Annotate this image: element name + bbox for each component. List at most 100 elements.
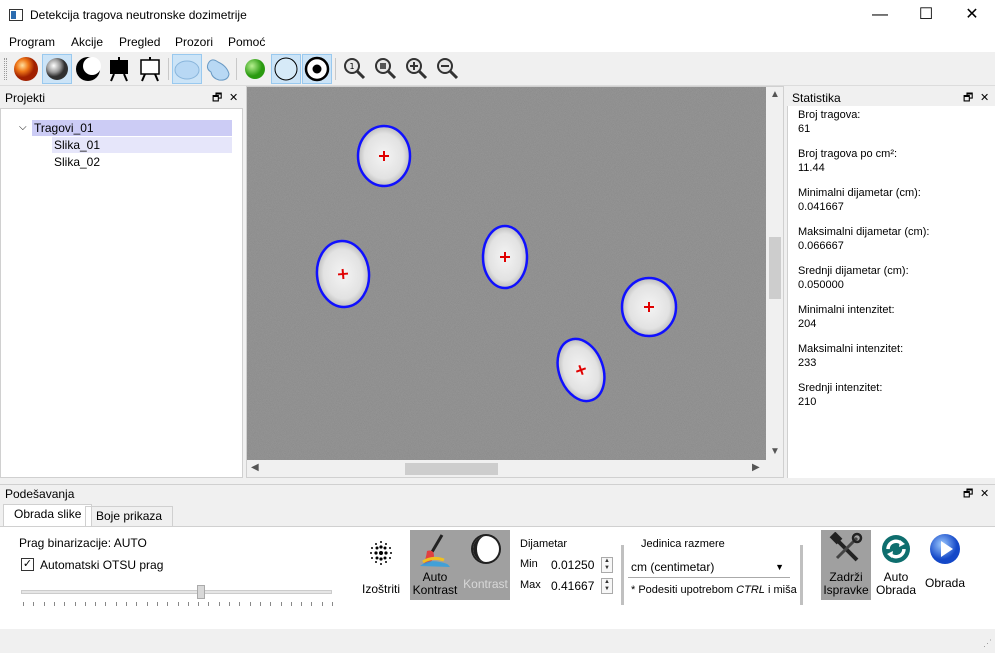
keep-edits-button[interactable]: Zadrži Ispravke: [821, 530, 871, 600]
tab-obrada-slike[interactable]: Obrada slike: [3, 504, 93, 526]
float-panel-icon[interactable]: 🗗: [212, 92, 223, 104]
stat-label: Maksimalni dijametar (cm):: [798, 226, 930, 238]
slider-tick: [43, 602, 45, 606]
window-title: Detekcija tragova neutronske dozimetrije: [30, 8, 247, 22]
moon-icon[interactable]: [73, 54, 103, 84]
vertical-scroll-thumb[interactable]: [769, 237, 781, 299]
contrast-label: Kontrast: [463, 577, 508, 591]
slider-tick: [229, 602, 230, 606]
slider-tick: [208, 602, 210, 606]
close-panel-icon[interactable]: ✕: [229, 92, 239, 104]
contrast-button[interactable]: Kontrast: [461, 530, 510, 600]
settings-panel: Podešavanja 🗗 ✕ Obrada slike Boje prikaz…: [0, 484, 995, 653]
spin-arrows-icon[interactable]: ▲ ▼: [601, 578, 613, 594]
toolbar: 1: [0, 52, 995, 86]
tree-item-tragovi-01[interactable]: Tragovi_01: [32, 120, 232, 136]
stat-value: 0.066667: [798, 240, 844, 252]
horizontal-scrollbar[interactable]: ◀ ▶: [247, 460, 766, 477]
process-label: Obrada: [924, 576, 966, 590]
toolbar-grip[interactable]: [4, 58, 7, 80]
blob-shape-icon[interactable]: [203, 54, 233, 84]
separator: [621, 545, 624, 605]
zoom-in-icon[interactable]: [401, 54, 431, 84]
track-mark[interactable]: [356, 124, 412, 188]
minimize-button[interactable]: —: [872, 6, 888, 23]
tree-item-slika-01[interactable]: Slika_01: [52, 137, 232, 153]
projects-panel-header: Projekti 🗗 ✕: [0, 89, 243, 107]
dropdown-arrow-icon[interactable]: ▼: [775, 562, 784, 572]
title-bar: Detekcija tragova neutronske dozimetrije…: [0, 0, 995, 32]
image-viewer: ▲ ▼ ◀ ▶: [246, 86, 784, 478]
target-icon[interactable]: [302, 54, 332, 84]
oval-shape-icon[interactable]: [172, 54, 202, 84]
scroll-right-icon[interactable]: ▶: [752, 462, 760, 473]
tree-item-slika-02[interactable]: Slika_02: [54, 155, 101, 169]
slider-tick: [53, 602, 55, 606]
zoom-out-icon[interactable]: [432, 54, 462, 84]
track-mark[interactable]: [314, 239, 372, 309]
close-panel-icon[interactable]: ✕: [980, 488, 990, 500]
unit-combobox[interactable]: cm (centimetar) ▼: [628, 556, 790, 578]
sharpen-button[interactable]: Izoštriti: [358, 533, 404, 596]
track-mark[interactable]: [620, 276, 678, 338]
slider-tick: [280, 602, 282, 606]
slider-tick: [115, 602, 117, 606]
unit-hint: * Podesiti upotrebom CTRL i miša: [631, 584, 797, 596]
projects-tree: ⌵ Tragovi_01 Slika_01 Slika_02: [0, 108, 243, 478]
process-button[interactable]: Obrada: [922, 530, 968, 600]
track-mark[interactable]: [481, 224, 529, 290]
horizontal-scroll-thumb[interactable]: [405, 463, 498, 475]
float-panel-icon[interactable]: 🗗: [963, 488, 974, 500]
diameter-min-spinbox[interactable]: 0.01250 ▲ ▼: [551, 556, 613, 574]
auto-process-label-1: Auto: [883, 570, 909, 584]
unit-value: cm (centimetar): [631, 560, 715, 574]
white-board-icon[interactable]: [135, 54, 165, 84]
diameter-title: Dijametar: [520, 538, 568, 550]
auto-contrast-button[interactable]: Auto Kontrast: [410, 530, 460, 600]
track-mark[interactable]: [549, 332, 612, 407]
zoom-actual-icon[interactable]: [370, 54, 400, 84]
float-panel-icon[interactable]: 🗗: [963, 92, 974, 104]
slider-tick: [218, 602, 220, 606]
otsu-checkbox[interactable]: ✓: [21, 558, 34, 571]
threshold-slider-handle[interactable]: [197, 585, 206, 599]
resize-grip-icon[interactable]: ⋰: [983, 638, 992, 648]
slider-tick: [64, 602, 66, 606]
chevron-down-icon[interactable]: ⌵: [19, 122, 27, 133]
tab-boje-prikaza[interactable]: Boje prikaza: [85, 506, 174, 526]
vertical-scrollbar[interactable]: ▲ ▼: [766, 87, 783, 460]
stat-label: Srednji intenzitet:: [798, 382, 883, 394]
dosimetry-image[interactable]: [247, 87, 766, 460]
gray-sphere-icon[interactable]: [42, 54, 72, 84]
sharpen-label: Izoštriti: [361, 582, 400, 596]
auto-process-button[interactable]: Auto Obrada: [872, 530, 920, 600]
menu-pregled[interactable]: Pregled: [119, 35, 161, 49]
threshold-slider[interactable]: [21, 590, 332, 594]
keep-edits-label-2: Ispravke: [823, 583, 869, 597]
auto-process-label-2: Obrada: [875, 583, 917, 597]
green-dot-icon[interactable]: [240, 54, 270, 84]
menu-akcije[interactable]: Akcije: [71, 35, 104, 49]
close-button[interactable]: ✕: [965, 6, 979, 23]
stat-label: Broj tragova po cm²:: [798, 148, 898, 160]
close-panel-icon[interactable]: ✕: [980, 92, 990, 104]
menu-program[interactable]: Program: [9, 35, 56, 49]
diameter-max-label: Max: [520, 579, 541, 591]
stat-label: Broj tragova:: [798, 109, 861, 121]
circle-outline-icon[interactable]: [271, 54, 301, 84]
scroll-down-icon[interactable]: ▼: [770, 446, 780, 457]
menu-prozori[interactable]: Prozori: [175, 35, 214, 49]
status-bar: ⋰: [0, 629, 995, 653]
menu-pomoc[interactable]: Pomoć: [228, 35, 266, 49]
scroll-up-icon[interactable]: ▲: [770, 89, 780, 100]
maximize-button[interactable]: ☐: [918, 6, 934, 23]
slider-tick: [105, 602, 107, 606]
slider-tick: [187, 602, 189, 606]
black-board-icon[interactable]: [104, 54, 134, 84]
orange-sphere-icon[interactable]: [11, 54, 41, 84]
scroll-left-icon[interactable]: ◀: [251, 462, 259, 473]
unit-title: Jedinica razmere: [641, 538, 725, 550]
spin-arrows-icon[interactable]: ▲ ▼: [601, 557, 613, 573]
diameter-max-spinbox[interactable]: 0.41667 ▲ ▼: [551, 577, 613, 595]
zoom-fit-icon[interactable]: 1: [339, 54, 369, 84]
